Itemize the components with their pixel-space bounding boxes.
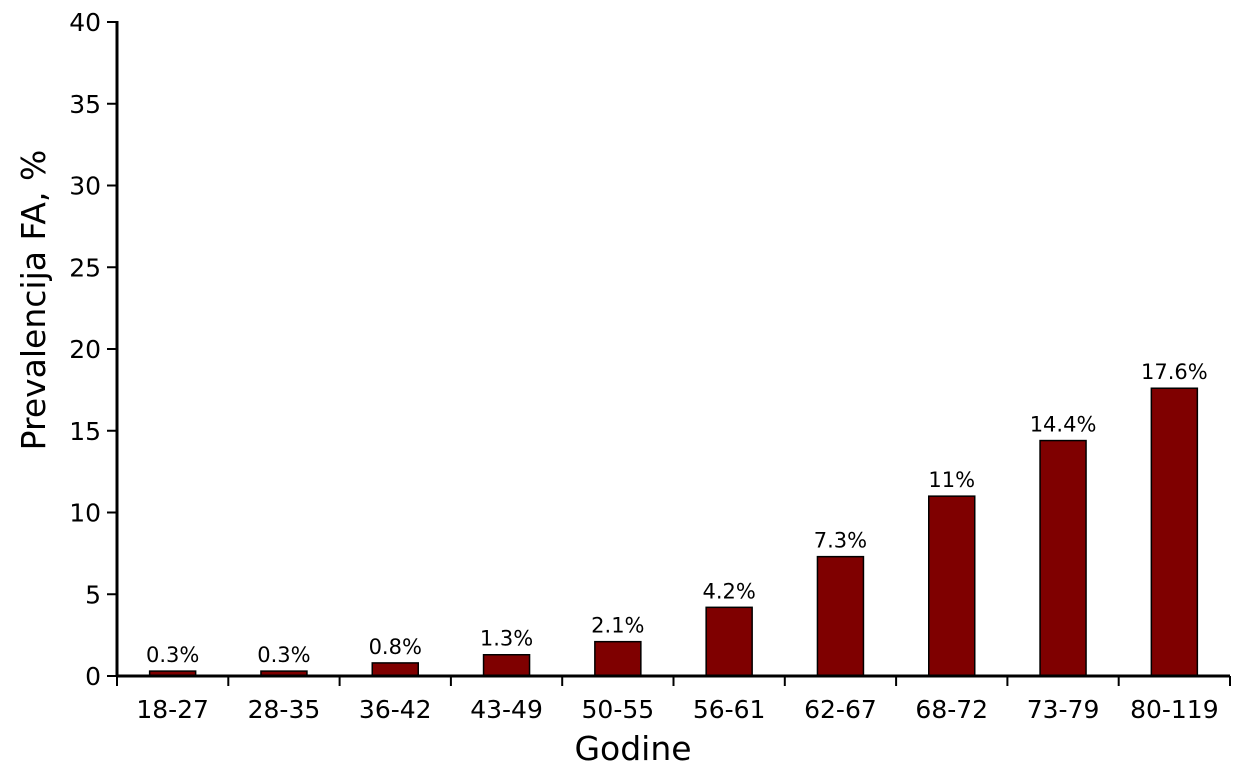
bar-data-label: 11% bbox=[928, 468, 975, 492]
x-tick-label: 68-72 bbox=[915, 695, 988, 724]
bar bbox=[705, 606, 753, 677]
x-axis-ticks: 18-27 28-35 36-42 43-49 50-55 56-61 62-67 68-72… bbox=[116, 676, 1231, 724]
y-axis-title: Prevalencija FA, % bbox=[14, 150, 53, 451]
x-axis-title: Godine bbox=[574, 729, 691, 768]
bar-data-label: 14.4% bbox=[1030, 413, 1097, 437]
y-tick-label: 35 bbox=[69, 90, 101, 119]
y-tick-label: 0 bbox=[85, 662, 101, 691]
x-tick-label: 56-61 bbox=[693, 695, 766, 724]
y-axis-ticks: 0 5 10 15 20 25 30 35 40 bbox=[69, 8, 117, 691]
bar bbox=[594, 640, 642, 677]
y-tick-label: 25 bbox=[69, 253, 101, 282]
bars bbox=[148, 387, 1199, 677]
y-tick-label: 40 bbox=[69, 8, 101, 37]
bar bbox=[371, 662, 419, 677]
x-tick-label: 80-119 bbox=[1130, 695, 1219, 724]
bar bbox=[928, 495, 976, 677]
bar bbox=[482, 653, 531, 677]
bar-data-label: 0.3% bbox=[257, 643, 310, 667]
y-tick-label: 15 bbox=[69, 417, 101, 446]
bar-data-label: 1.3% bbox=[480, 627, 533, 651]
y-tick-label: 10 bbox=[69, 499, 101, 528]
y-tick-label: 30 bbox=[69, 172, 101, 201]
y-tick-label: 5 bbox=[85, 580, 101, 609]
x-tick-label: 50-55 bbox=[582, 695, 655, 724]
bar bbox=[1150, 387, 1199, 677]
bar-data-label: 0.8% bbox=[369, 635, 422, 659]
bar-data-label: 17.6% bbox=[1141, 360, 1208, 384]
x-tick-label: 28-35 bbox=[248, 695, 321, 724]
bar bbox=[816, 555, 865, 677]
x-tick-label: 73-79 bbox=[1027, 695, 1100, 724]
bar-data-label: 4.2% bbox=[702, 579, 755, 603]
bar-data-label: 2.1% bbox=[591, 614, 644, 638]
x-tick-label: 43-49 bbox=[470, 695, 543, 724]
bar-data-labels: 0.3% 0.3% 0.8% 1.3% 2.1% 4.2% 7.3% 11% 14.4% 17.6… bbox=[146, 360, 1208, 667]
bar bbox=[1039, 439, 1087, 677]
bar-data-label: 7.3% bbox=[814, 529, 867, 553]
x-tick-label: 36-42 bbox=[359, 695, 432, 724]
x-tick-label: 18-27 bbox=[136, 695, 209, 724]
x-tick-label: 62-67 bbox=[804, 695, 877, 724]
y-tick-label: 20 bbox=[69, 335, 101, 364]
bar-data-label: 0.3% bbox=[146, 643, 199, 667]
